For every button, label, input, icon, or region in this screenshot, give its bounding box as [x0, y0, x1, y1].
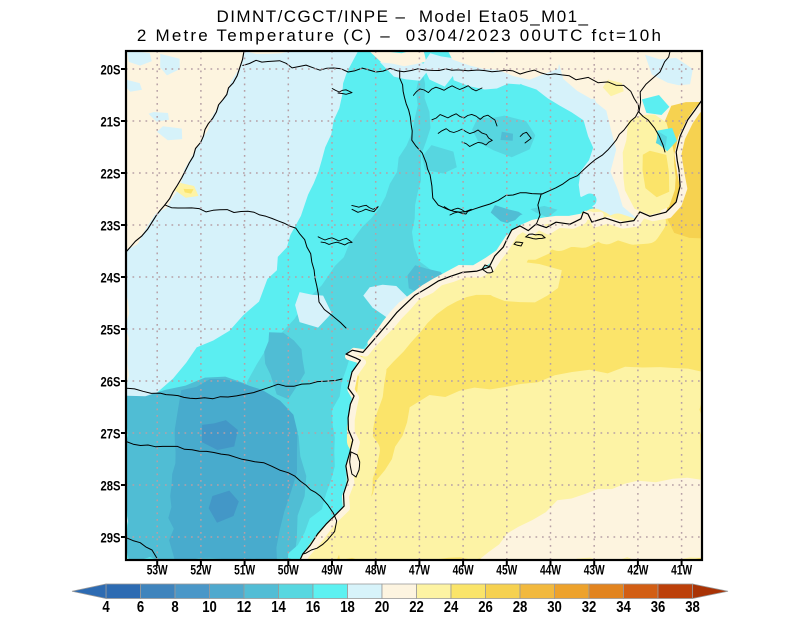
- svg-text:18: 18: [340, 599, 355, 616]
- svg-text:22: 22: [409, 599, 424, 616]
- svg-text:20S: 20S: [101, 62, 121, 78]
- svg-text:38: 38: [685, 599, 700, 616]
- svg-text:2 Metre Temperature (C) – 03/: 2 Metre Temperature (C) – 03/04/2023 00U…: [137, 26, 663, 45]
- svg-text:6: 6: [137, 599, 144, 616]
- svg-text:24: 24: [444, 599, 459, 616]
- svg-text:47W: 47W: [409, 562, 431, 578]
- svg-text:12: 12: [237, 599, 252, 616]
- svg-text:41W: 41W: [671, 562, 693, 578]
- svg-text:53W: 53W: [147, 562, 169, 578]
- svg-text:22S: 22S: [101, 166, 121, 182]
- svg-text:52W: 52W: [190, 562, 212, 578]
- svg-text:23S: 23S: [101, 218, 121, 234]
- svg-text:49W: 49W: [322, 562, 344, 578]
- svg-text:30: 30: [547, 599, 562, 616]
- svg-text:44W: 44W: [540, 562, 562, 578]
- svg-text:27S: 27S: [101, 426, 121, 442]
- svg-text:20: 20: [375, 599, 390, 616]
- svg-text:42W: 42W: [627, 562, 649, 578]
- svg-text:50W: 50W: [278, 562, 300, 578]
- svg-text:10: 10: [202, 599, 217, 616]
- svg-text:45W: 45W: [496, 562, 518, 578]
- svg-text:28: 28: [513, 599, 528, 616]
- svg-text:21S: 21S: [101, 114, 121, 130]
- svg-text:8: 8: [171, 599, 178, 616]
- svg-text:48W: 48W: [365, 562, 387, 578]
- svg-text:29S: 29S: [101, 530, 121, 546]
- svg-text:14: 14: [271, 599, 286, 616]
- svg-text:51W: 51W: [234, 562, 256, 578]
- svg-text:28S: 28S: [101, 478, 121, 494]
- svg-text:26S: 26S: [101, 374, 121, 390]
- svg-text:26: 26: [478, 599, 493, 616]
- svg-text:4: 4: [102, 599, 109, 616]
- svg-text:24S: 24S: [101, 270, 121, 286]
- svg-text:46W: 46W: [453, 562, 475, 578]
- svg-text:34: 34: [616, 599, 631, 616]
- svg-text:43W: 43W: [584, 562, 606, 578]
- svg-text:25S: 25S: [101, 322, 121, 338]
- svg-text:16: 16: [306, 599, 321, 616]
- svg-text:36: 36: [651, 599, 666, 616]
- svg-text:DIMNT/CGCT/INPE – Model Eta05: DIMNT/CGCT/INPE – Model Eta05_M01_: [217, 7, 590, 26]
- svg-text:32: 32: [582, 599, 597, 616]
